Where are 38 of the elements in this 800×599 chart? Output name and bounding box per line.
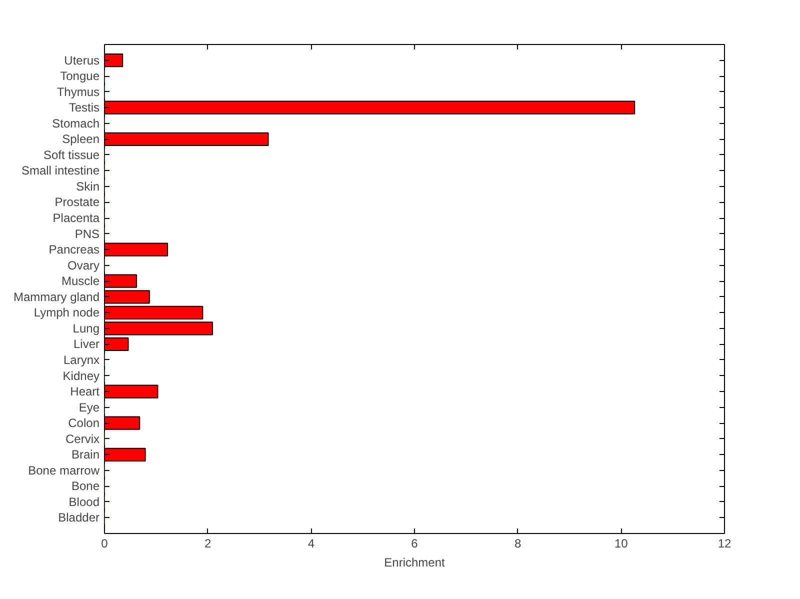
- y-tick-label: Pancreas: [48, 242, 100, 257]
- y-tick-label: Soft tissue: [43, 148, 100, 162]
- y-tick-label: Mammary gland: [13, 290, 100, 304]
- x-tick-label: 2: [204, 536, 212, 550]
- y-tick-label: Small intestine: [21, 164, 100, 178]
- y-tick-label: Eye: [78, 400, 100, 414]
- x-tick-label: 12: [718, 536, 732, 550]
- y-tick-label: Uterus: [64, 53, 100, 68]
- y-tick-label: Heart: [70, 384, 100, 399]
- y-tick-label: Bladder: [58, 510, 100, 525]
- y-tick-label: Colon: [68, 416, 100, 430]
- y-tick-label: PNS: [74, 226, 100, 241]
- y-tick-label: Bone marrow: [28, 463, 100, 478]
- x-tick-label: 0: [101, 536, 108, 550]
- y-tick-label: Prostate: [54, 195, 100, 210]
- y-tick-label: Bone: [71, 479, 100, 494]
- y-tick-label: Lymph node: [34, 306, 100, 320]
- y-tick-label: Ovary: [67, 258, 100, 272]
- y-tick-label: Larynx: [63, 352, 100, 367]
- y-tick-label: Testis: [68, 100, 100, 115]
- x-tick-label: 8: [514, 536, 522, 550]
- y-tick-label: Blood: [68, 494, 100, 509]
- y-tick-label: Tongue: [60, 69, 100, 84]
- y-tick-label: Thymus: [56, 84, 100, 99]
- x-tick-label: 4: [308, 536, 315, 550]
- y-tick-label: Placenta: [52, 211, 100, 226]
- x-axis-title: Enrichment: [384, 556, 446, 570]
- y-tick-label: Cervix: [66, 432, 100, 446]
- y-tick-label: Spleen: [62, 132, 100, 146]
- y-tick-label: Skin: [76, 179, 100, 194]
- y-tick-label: Kidney: [62, 368, 100, 383]
- x-tick-label: 6: [411, 536, 418, 550]
- y-tick-label: Lung: [72, 321, 100, 336]
- y-tick-label: Brain: [71, 448, 100, 462]
- y-tick-label: Stomach: [52, 116, 100, 130]
- y-tick-label: Muscle: [61, 274, 100, 288]
- y-tick-label: Liver: [73, 337, 100, 352]
- x-tick-label: 10: [614, 536, 628, 550]
